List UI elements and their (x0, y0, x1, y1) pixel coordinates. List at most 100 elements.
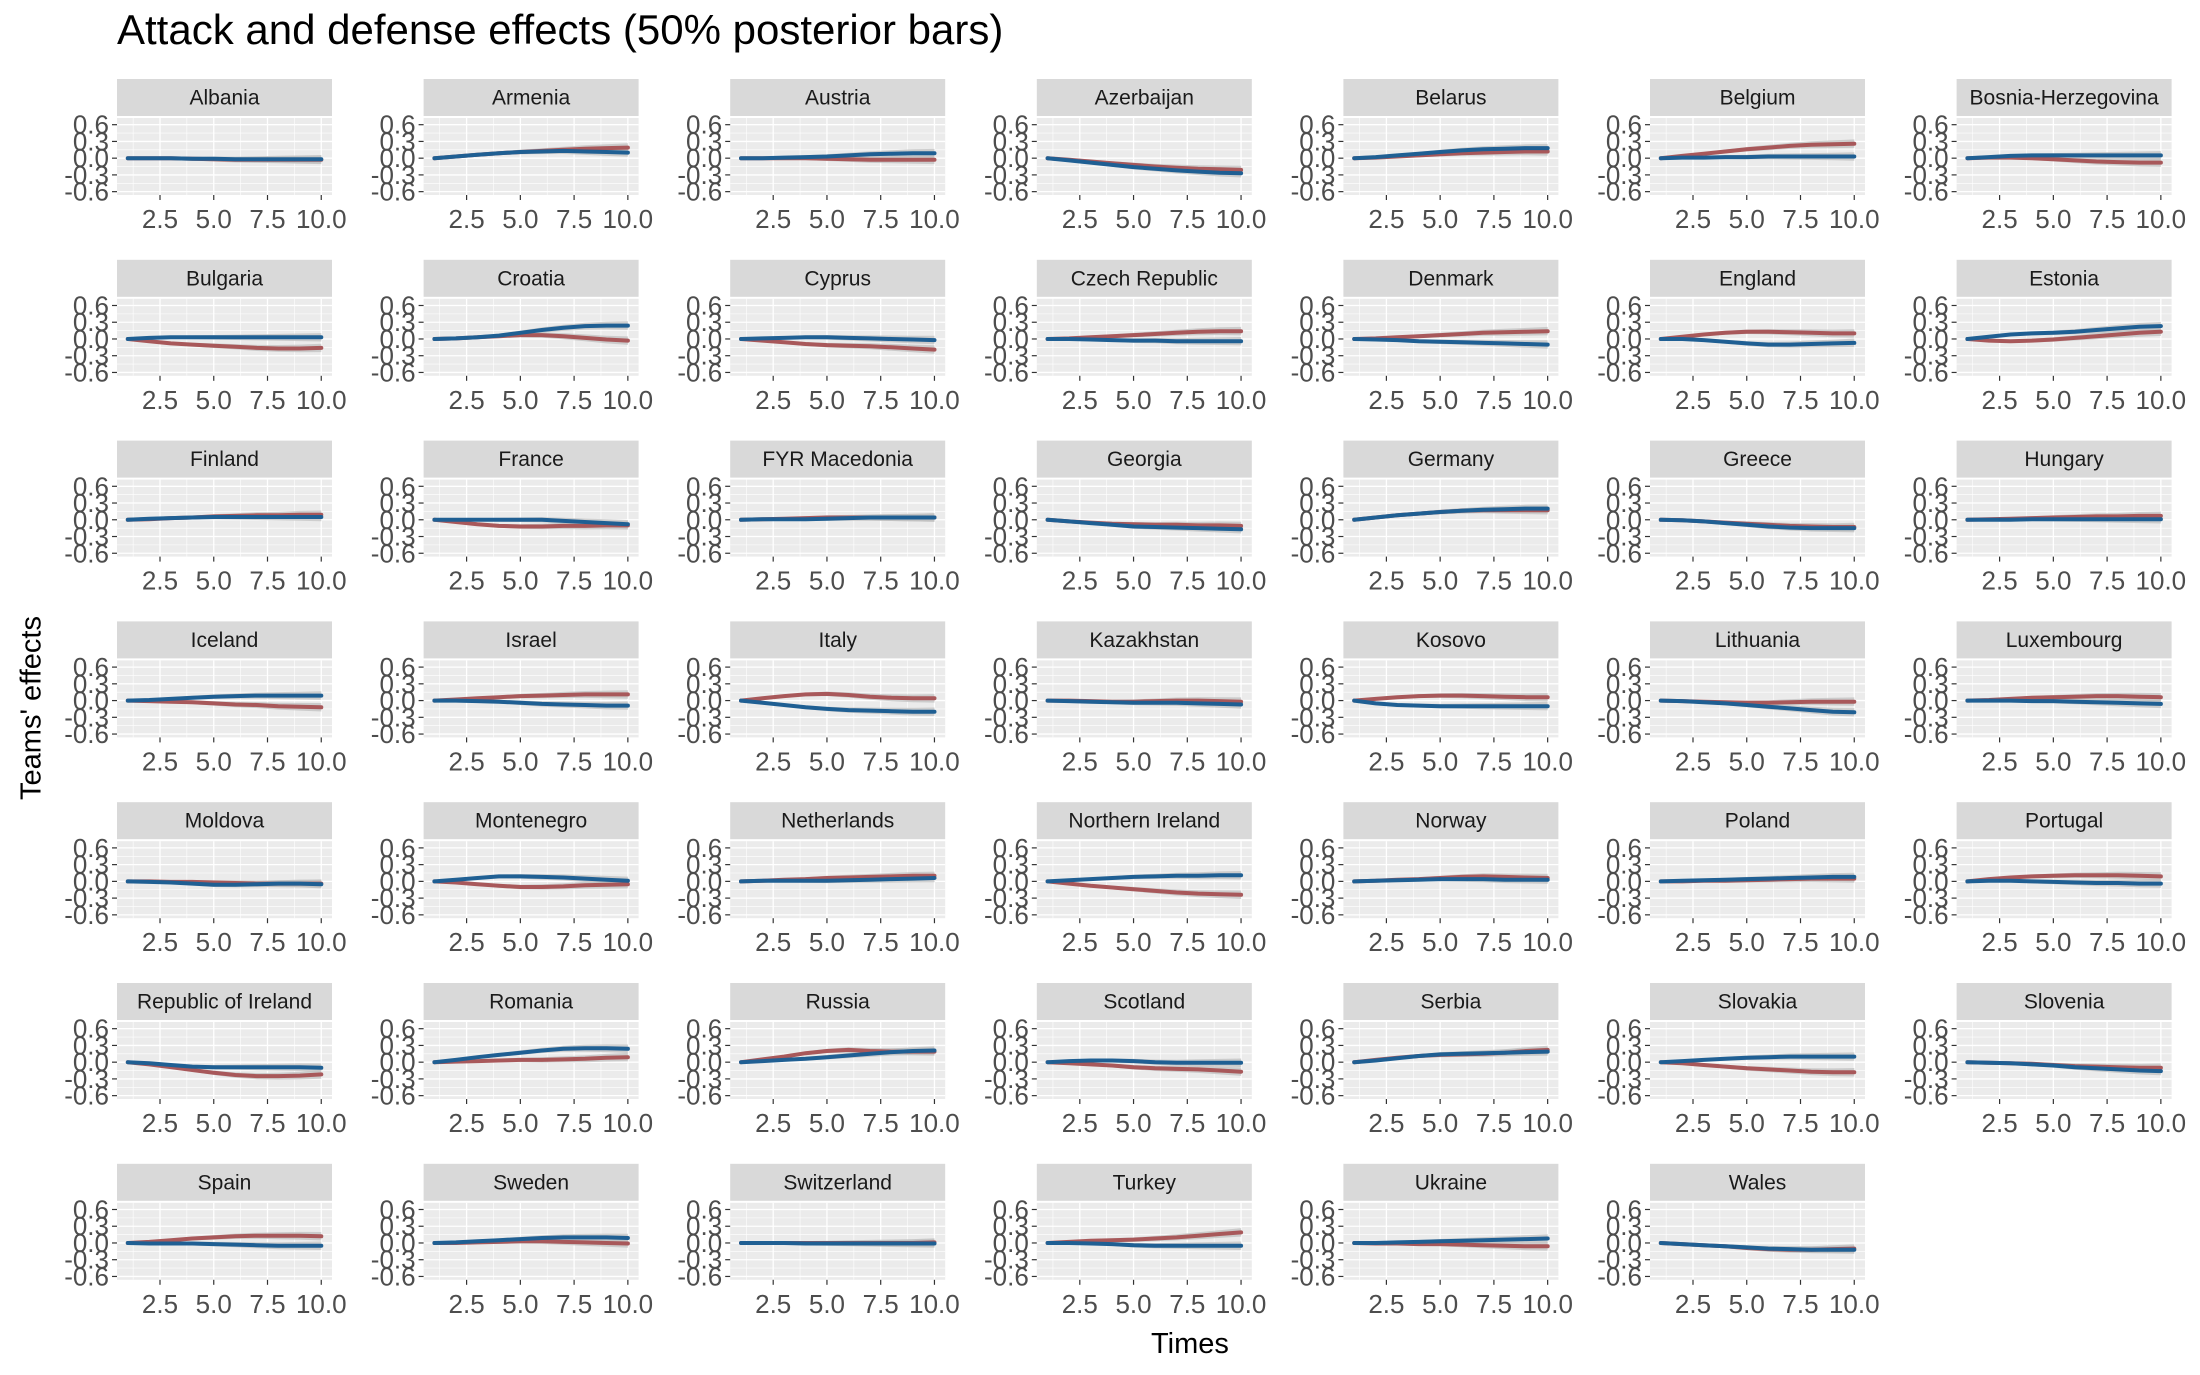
y-tick-label: 0.6 (379, 833, 415, 863)
y-tick-label: 0.6 (73, 1014, 109, 1044)
y-tick-label: -0.3 (1597, 702, 1642, 732)
y-tick-label: 0.0 (1299, 505, 1335, 535)
y-tick-label: -0.6 (677, 1261, 722, 1291)
facet-panel: Montenegro -0.6-0.30.00.30.6 2.5 5.0 7.5 10.0 (371, 802, 653, 957)
facet-title: Kosovo (1416, 629, 1486, 652)
defense-line (1352, 693, 1550, 703)
y-tick-label: 0.0 (379, 324, 415, 354)
x-tick-label: 7.5 (249, 1108, 285, 1138)
x-tick-label: 5.0 (2035, 746, 2071, 776)
y-tick-label: 0.3 (73, 1030, 109, 1060)
x-tick-label: 10.0 (296, 385, 347, 415)
x-tick-label: 10.0 (603, 566, 654, 596)
y-tick-label: 0.0 (993, 324, 1029, 354)
panel-background (1036, 118, 1252, 195)
facet-title: Portugal (2025, 810, 2103, 833)
x-tick-label: 10.0 (1522, 385, 1573, 415)
y-tick-label: 0.6 (993, 1014, 1029, 1044)
y-tick-label: 0.3 (1912, 488, 1948, 518)
facet-strip (1650, 621, 1865, 659)
x-tick-label: 10.0 (1829, 566, 1880, 596)
x-tick-label: 5.0 (502, 927, 538, 957)
y-tick-label: 0.0 (1299, 324, 1335, 354)
x-tick-label: 10.0 (2136, 204, 2187, 234)
y-tick-label: 0.6 (1606, 471, 1642, 501)
facet-strip (730, 440, 946, 478)
facet-panel: Serbia -0.6-0.30.00.30.6 2.5 5.0 7.5 10.0 (1291, 983, 1573, 1138)
y-tick-label: 0.0 (993, 1228, 1029, 1258)
y-tick-label: 0.6 (379, 1014, 415, 1044)
y-tick-label: -0.3 (371, 702, 416, 732)
y-tick-label: 0.3 (1912, 126, 1948, 156)
x-tick-label: 2.5 (1675, 566, 1711, 596)
x-tick-label: 10.0 (2136, 1108, 2187, 1138)
facet-title: Scotland (1103, 991, 1185, 1014)
y-tick-label: -0.3 (1291, 341, 1336, 371)
x-tick-label: 10.0 (603, 746, 654, 776)
x-tick-label: 7.5 (249, 566, 285, 596)
panel-background (1036, 479, 1252, 557)
x-tick-label: 10.0 (603, 385, 654, 415)
attack-line (739, 1048, 937, 1065)
facet-panel: FYR Macedonia -0.6-0.30.00.30.6 2.5 5.0 7.5 1… (677, 440, 960, 596)
x-tick-label: 7.5 (863, 927, 899, 957)
defense-line (1965, 873, 2163, 884)
x-tick-label: 5.0 (809, 927, 845, 957)
y-tick-label: 0.3 (1912, 1030, 1948, 1060)
facet-panel: Czech Republic -0.6-0.30.00.30.6 2.5 5.0 7.5… (984, 259, 1266, 415)
defense-line (432, 1055, 630, 1065)
facet-strip (1956, 802, 2172, 840)
attack-line (739, 1241, 937, 1246)
facet-title: Russia (806, 991, 871, 1014)
x-tick-label: 2.5 (755, 927, 791, 957)
x-tick-label: 10.0 (296, 746, 347, 776)
x-tick-label: 2.5 (755, 385, 791, 415)
x-tick-label: 2.5 (1368, 1289, 1404, 1319)
facet-title: Georgia (1107, 448, 1182, 471)
x-tick-label: 10.0 (296, 1289, 347, 1319)
x-tick-label: 7.5 (1169, 1108, 1205, 1138)
facet-title: Albania (189, 87, 259, 110)
y-tick-label: 0.3 (1912, 850, 1948, 880)
x-tick-label: 7.5 (2089, 204, 2125, 234)
y-tick-label: 0.3 (1606, 126, 1642, 156)
facet-panel: Norway -0.6-0.30.00.30.6 2.5 5.0 7.5 10.0 (1291, 802, 1573, 957)
facet-panel: Romania -0.6-0.30.00.30.6 2.5 5.0 7.5 10.0 (371, 983, 653, 1138)
facet-panel: Italy -0.6-0.30.00.30.6 2.5 5.0 7.5 10.0 (677, 621, 960, 776)
x-tick-label: 10.0 (1522, 566, 1573, 596)
y-tick-label: 0.3 (379, 1030, 415, 1060)
y-tick-label: 0.0 (993, 866, 1029, 896)
defense-line (1658, 1060, 1857, 1075)
x-tick-label: 2.5 (1982, 204, 2018, 234)
facet-panel: Portugal -0.6-0.30.00.30.6 2.5 5.0 7.5 10.0 (1904, 802, 2186, 957)
facet-title: Finland (190, 448, 259, 471)
y-tick-label: -0.3 (677, 883, 722, 913)
x-tick-label: 7.5 (2089, 746, 2125, 776)
facet-title: Spain (198, 1171, 252, 1194)
y-tick-label: -0.3 (984, 341, 1029, 371)
x-tick-label: 10.0 (909, 204, 960, 234)
facet-strip (1343, 259, 1559, 297)
facet-panel: Ukraine -0.6-0.30.00.30.6 2.5 5.0 7.5 10.0 (1291, 1163, 1573, 1319)
facet-strip (423, 259, 639, 297)
x-tick-label: 10.0 (603, 204, 654, 234)
y-tick-label: -0.3 (677, 160, 722, 190)
y-tick-label: -0.6 (371, 357, 416, 387)
attack-line (1352, 146, 1550, 161)
x-tick-label: 10.0 (909, 566, 960, 596)
facet-strip (423, 983, 639, 1020)
x-tick-label: 10.0 (1829, 1108, 1880, 1138)
y-tick-label: 0.0 (1912, 866, 1948, 896)
x-tick-label: 5.0 (1422, 1108, 1458, 1138)
y-tick-label: 0.0 (1912, 505, 1948, 535)
y-tick-label: 0.6 (1606, 833, 1642, 863)
y-tick-label: 0.0 (379, 866, 415, 896)
attack-line (1352, 1049, 1550, 1065)
x-tick-label: 2.5 (142, 1289, 178, 1319)
y-tick-label: -0.6 (1597, 900, 1642, 930)
x-tick-label: 7.5 (1169, 927, 1205, 957)
chart-title: Attack and defense effects (50% posterio… (117, 6, 1004, 53)
y-tick-label: 0.3 (1606, 669, 1642, 699)
attack-line (432, 148, 630, 161)
y-tick-label: -0.6 (1597, 1261, 1642, 1291)
